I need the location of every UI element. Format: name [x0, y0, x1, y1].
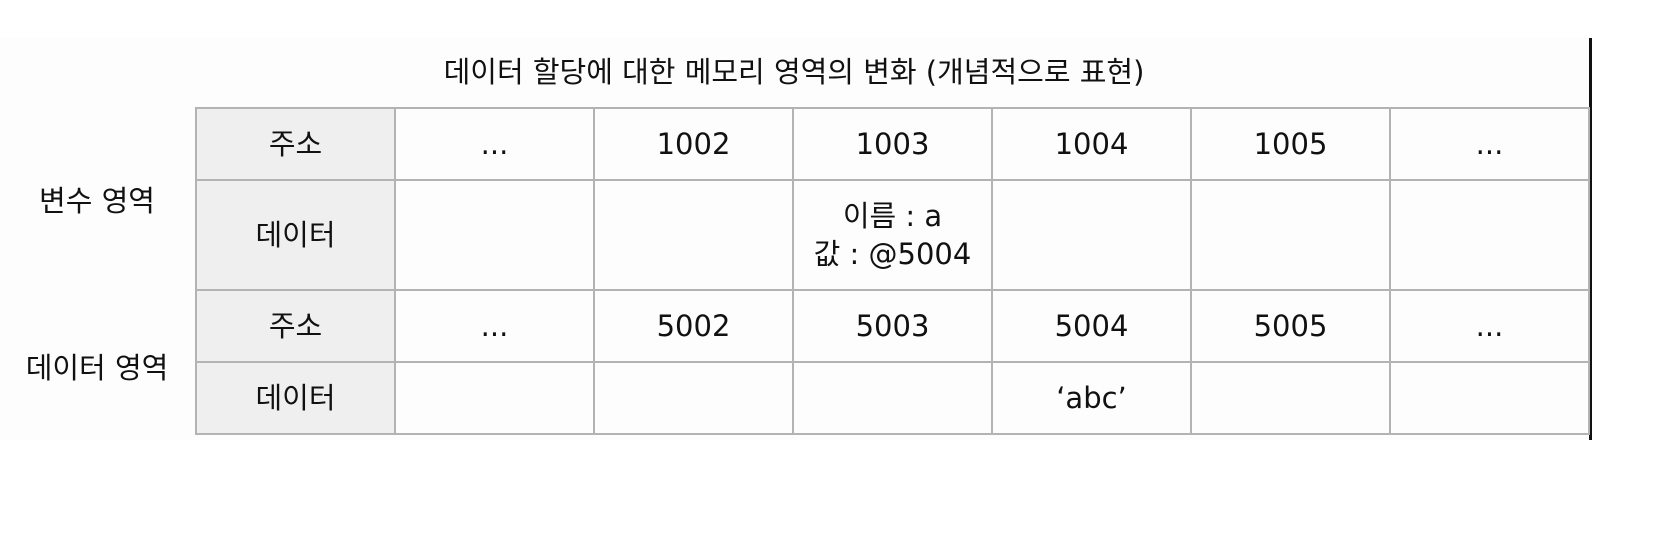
data-cell	[991, 179, 1192, 291]
data-cell-string-value: ‘abc’	[991, 361, 1192, 435]
data-cell	[1190, 179, 1391, 291]
row-header-data: 데이터	[195, 361, 396, 435]
address-cell: 1005	[1190, 107, 1391, 181]
row-header-data: 데이터	[195, 179, 396, 291]
variable-name-text: 이름 : a	[842, 199, 943, 233]
diagram-title: 데이터 할당에 대한 메모리 영역의 변화 (개념적으로 표현)	[443, 55, 1145, 89]
address-cell: 5002	[593, 289, 794, 363]
address-cell: ...	[1389, 289, 1590, 363]
region-label-data: 데이터 영역	[25, 351, 169, 385]
data-cell	[1389, 361, 1590, 435]
data-cell-variable-a: 이름 : a 값 : @5004	[792, 179, 993, 291]
data-cell	[394, 179, 595, 291]
variable-value-text: 값 : @5004	[813, 237, 972, 271]
address-cell: 1004	[991, 107, 1192, 181]
memory-table: 주소 ... 1002 1003 1004 1005 ... 데이터 이름 : …	[195, 107, 1590, 435]
data-cell	[593, 179, 794, 291]
data-cell	[792, 361, 993, 435]
region-label-variable: 변수 영역	[39, 184, 155, 218]
address-cell: 5004	[991, 289, 1192, 363]
variable-data-row: 데이터 이름 : a 값 : @5004	[195, 179, 1590, 291]
data-cell	[593, 361, 794, 435]
address-cell: 1003	[792, 107, 993, 181]
address-cell: ...	[394, 289, 595, 363]
frame-edge	[1589, 38, 1592, 440]
data-cell	[1190, 361, 1391, 435]
string-value-text: ‘abc’	[1056, 381, 1127, 415]
data-cell	[1389, 179, 1590, 291]
address-cell: 5005	[1190, 289, 1391, 363]
address-cell: 1002	[593, 107, 794, 181]
address-cell: ...	[1389, 107, 1590, 181]
data-cell	[394, 361, 595, 435]
row-header-address: 주소	[195, 107, 396, 181]
row-header-address: 주소	[195, 289, 396, 363]
address-cell: ...	[394, 107, 595, 181]
variable-address-row: 주소 ... 1002 1003 1004 1005 ...	[195, 107, 1590, 181]
data-address-row: 주소 ... 5002 5003 5004 5005 ...	[195, 289, 1590, 363]
data-data-row: 데이터 ‘abc’	[195, 361, 1590, 435]
address-cell: 5003	[792, 289, 993, 363]
